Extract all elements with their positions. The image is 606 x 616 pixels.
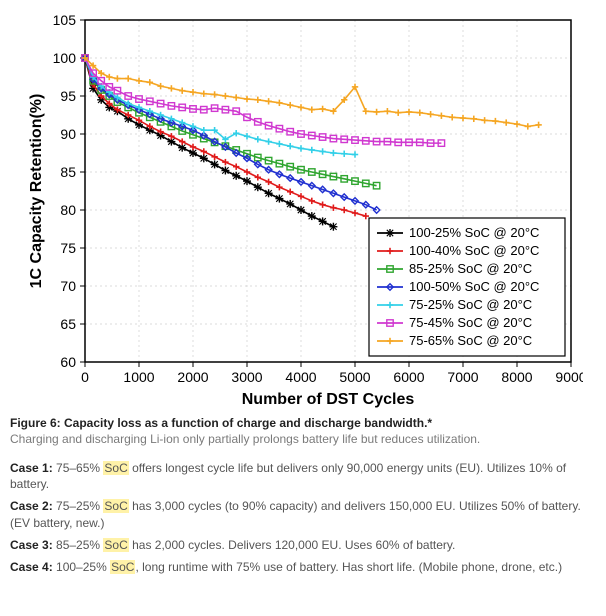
capacity-retention-chart: 0 1000 2000 3000 4000 5000 6000 7000 8000 9000 60 6… xyxy=(23,10,583,410)
svg-text:85-25% SoC @ 20°C: 85-25% SoC @ 20°C xyxy=(409,261,532,276)
chart-container: 0 1000 2000 3000 4000 5000 6000 7000 8000 9000 60 6… xyxy=(23,10,583,410)
svg-text:100-50% SoC @ 20°C: 100-50% SoC @ 20°C xyxy=(409,279,539,294)
svg-text:3000: 3000 xyxy=(231,369,262,385)
svg-text:90: 90 xyxy=(60,126,76,142)
svg-text:75: 75 xyxy=(60,240,76,256)
case-line: Case 2: 75–25% SoC has 3,000 cycles (to … xyxy=(10,498,596,530)
svg-text:1000: 1000 xyxy=(123,369,154,385)
svg-text:2000: 2000 xyxy=(177,369,208,385)
svg-text:5000: 5000 xyxy=(339,369,370,385)
svg-text:80: 80 xyxy=(60,202,76,218)
svg-text:100-25% SoC @ 20°C: 100-25% SoC @ 20°C xyxy=(409,225,539,240)
case-list: Case 1: 75–65% SoC offers longest cycle … xyxy=(10,460,596,575)
svg-text:9000: 9000 xyxy=(555,369,583,385)
case-line: Case 3: 85–25% SoC has 2,000 cycles. Del… xyxy=(10,537,596,553)
svg-text:105: 105 xyxy=(53,12,77,28)
svg-text:85: 85 xyxy=(60,164,76,180)
svg-text:70: 70 xyxy=(60,278,76,294)
svg-text:60: 60 xyxy=(60,354,76,370)
svg-text:75-45% SoC @ 20°C: 75-45% SoC @ 20°C xyxy=(409,315,532,330)
svg-text:0: 0 xyxy=(81,369,89,385)
svg-text:Number of DST Cycles: Number of DST Cycles xyxy=(242,391,415,408)
svg-text:1C Capacity Retention(%): 1C Capacity Retention(%) xyxy=(28,94,45,289)
svg-text:65: 65 xyxy=(60,316,76,332)
svg-text:6000: 6000 xyxy=(393,369,424,385)
case-line: Case 4: 100–25% SoC, long runtime with 7… xyxy=(10,559,596,575)
svg-text:7000: 7000 xyxy=(447,369,478,385)
figure-caption-title: Figure 6: Capacity loss as a function of… xyxy=(10,416,596,430)
svg-text:8000: 8000 xyxy=(501,369,532,385)
svg-text:100-40% SoC @ 20°C: 100-40% SoC @ 20°C xyxy=(409,243,539,258)
svg-text:75-25% SoC @ 20°C: 75-25% SoC @ 20°C xyxy=(409,297,532,312)
svg-text:95: 95 xyxy=(60,88,76,104)
svg-text:4000: 4000 xyxy=(285,369,316,385)
svg-text:100: 100 xyxy=(53,50,77,66)
case-line: Case 1: 75–65% SoC offers longest cycle … xyxy=(10,460,596,492)
svg-text:75-65% SoC @ 20°C: 75-65% SoC @ 20°C xyxy=(409,333,532,348)
figure-caption-subtitle: Charging and discharging Li-ion only par… xyxy=(10,432,596,446)
